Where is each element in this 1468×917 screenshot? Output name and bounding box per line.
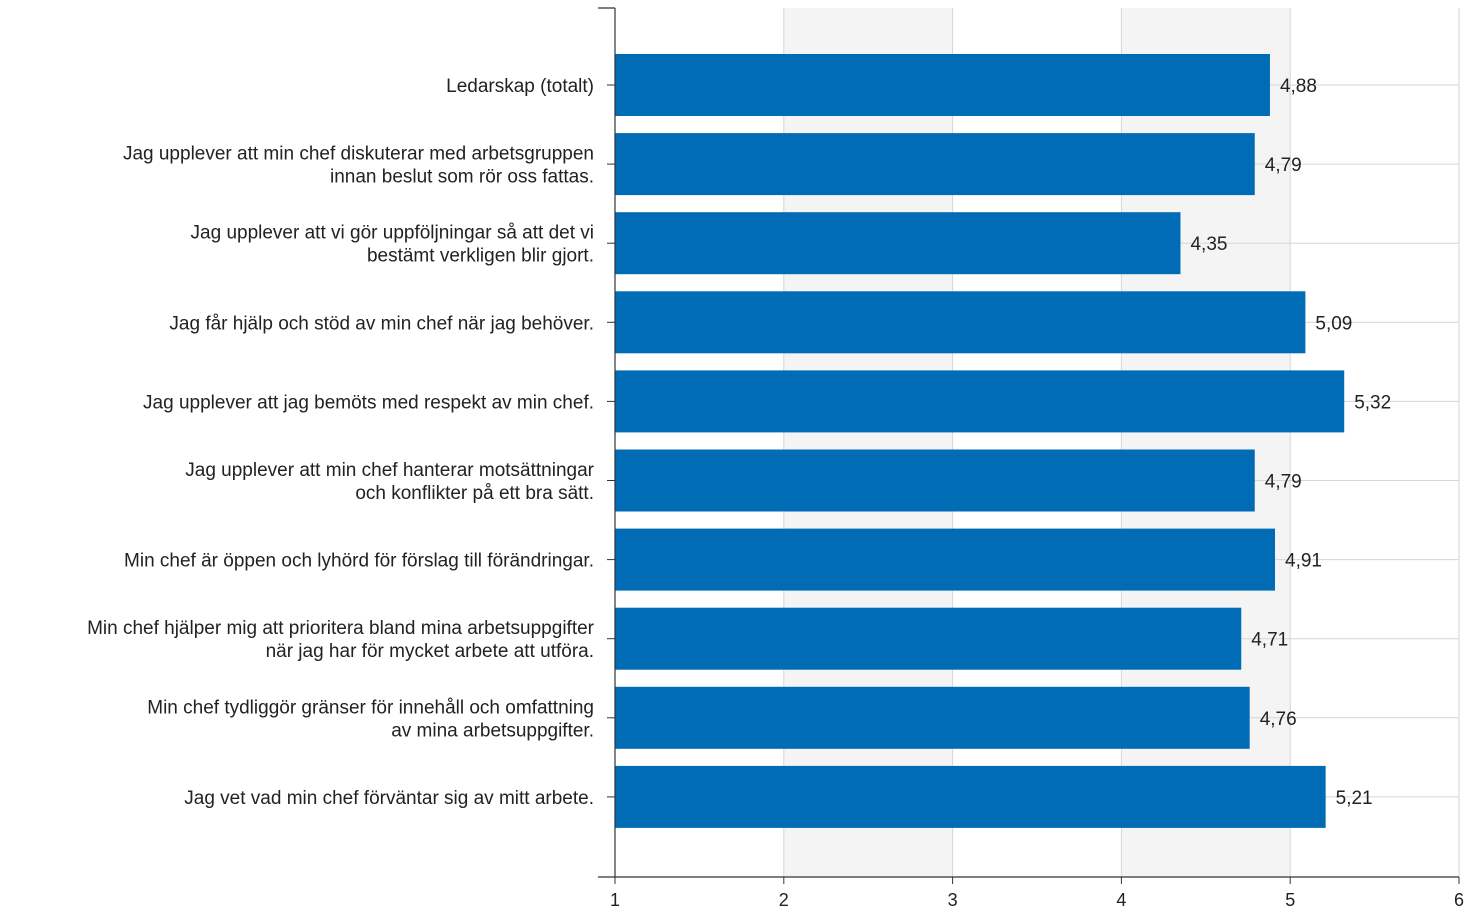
category-label: Jag vet vad min chef förväntar sig av mi…	[184, 788, 594, 809]
category-label-line: Min chef tydliggör gränser för innehåll …	[147, 697, 594, 718]
labels: 1 2 3 4 5 6 Ledarskap (totalt) Jag upplever att…	[87, 76, 1464, 910]
category-label-line: Jag upplever att min chef hanterar motsä…	[185, 460, 594, 481]
category-label: Min chef är öppen och lyhörd för förslag…	[124, 551, 594, 572]
category-label: Jag upplever att min chef hanterar motsä…	[185, 460, 594, 504]
x-tick-label: 6	[1454, 890, 1464, 910]
category-label: Min chef tydliggör gränser för innehåll …	[147, 697, 594, 741]
value-label: 5,32	[1354, 392, 1391, 413]
category-label-line: Min chef är öppen och lyhörd för förslag…	[124, 551, 594, 572]
bar	[615, 370, 1345, 433]
value-label: 4,88	[1280, 76, 1317, 97]
x-tick-label: 2	[779, 890, 789, 910]
x-tick-label: 1	[610, 890, 620, 910]
category-label-line: Jag vet vad min chef förväntar sig av mi…	[184, 788, 594, 809]
category-label: Min chef hjälper mig att prioritera blan…	[87, 618, 595, 662]
category-label-line: bestämt verkligen blir gjort.	[367, 246, 594, 267]
category-label-line: av mina arbetsuppgifter.	[391, 720, 594, 741]
bar	[615, 686, 1250, 749]
bar	[615, 528, 1276, 591]
value-label: 4,76	[1260, 709, 1297, 730]
category-label-line: Jag upplever att min chef diskuterar med…	[123, 144, 594, 165]
bar	[615, 133, 1255, 196]
value-label: 4,79	[1265, 155, 1302, 176]
bar	[615, 607, 1242, 670]
value-label: 4,35	[1190, 234, 1227, 255]
bar	[615, 765, 1326, 828]
value-label: 4,91	[1285, 551, 1322, 572]
category-label-line: innan beslut som rör oss fattas.	[330, 167, 594, 188]
value-label: 5,21	[1336, 788, 1373, 809]
x-tick-label: 5	[1285, 890, 1295, 910]
value-label: 5,09	[1315, 313, 1352, 334]
value-label: 4,79	[1265, 472, 1302, 493]
category-label-line: Ledarskap (totalt)	[446, 76, 594, 97]
category-label-line: Jag upplever att jag bemöts med respekt …	[143, 392, 594, 413]
axes	[598, 7, 1460, 884]
bar	[615, 54, 1270, 116]
category-label: Jag upplever att jag bemöts med respekt …	[143, 392, 594, 413]
category-label-line: Min chef hjälper mig att prioritera blan…	[87, 618, 595, 639]
x-tick-label: 4	[1116, 890, 1126, 910]
category-label-line: Jag får hjälp och stöd av min chef när j…	[169, 313, 594, 334]
bars	[615, 54, 1345, 828]
category-label-line: Jag upplever att vi gör uppföljningar så…	[191, 223, 594, 244]
bar	[615, 449, 1255, 512]
x-tick-label: 3	[948, 890, 958, 910]
category-label: Jag upplever att vi gör uppföljningar så…	[191, 223, 594, 267]
category-label: Jag får hjälp och stöd av min chef när j…	[169, 313, 594, 334]
category-label-line: och konflikter på ett bra sätt.	[355, 483, 594, 504]
bar	[615, 291, 1306, 354]
category-label: Jag upplever att min chef diskuterar med…	[123, 144, 594, 188]
bar	[615, 212, 1181, 275]
category-label-line: när jag har för mycket arbete att utföra…	[266, 641, 594, 662]
value-label: 4,71	[1251, 630, 1288, 651]
category-label: Ledarskap (totalt)	[446, 76, 594, 97]
